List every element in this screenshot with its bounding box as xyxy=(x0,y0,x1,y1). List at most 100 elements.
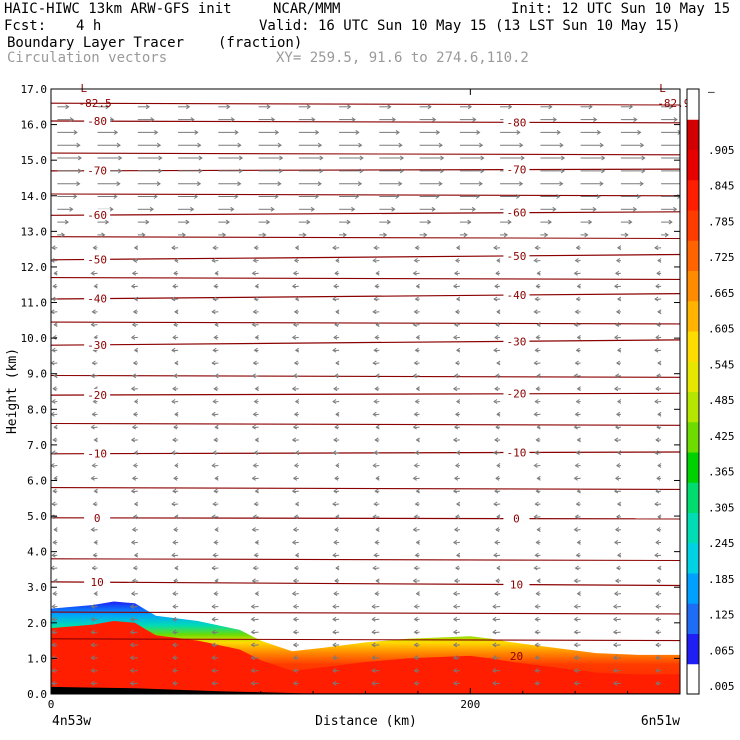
circulation-vector xyxy=(294,501,300,507)
circulation-vector xyxy=(291,437,299,443)
temperature-contour-line xyxy=(51,392,680,396)
circulation-vector xyxy=(580,142,604,148)
circulation-vector xyxy=(500,194,521,199)
circulation-vector xyxy=(614,424,621,430)
colorbar-swatch xyxy=(687,149,699,181)
circulation-vector xyxy=(573,373,581,379)
circulation-vector xyxy=(90,604,98,609)
circulation-vector xyxy=(373,245,380,251)
circulation-vector xyxy=(534,501,541,507)
circulation-vector xyxy=(374,539,380,545)
temperature-contour-line xyxy=(51,611,680,615)
circulation-vector xyxy=(613,334,621,340)
circulation-vector xyxy=(414,552,420,558)
circulation-vector xyxy=(575,296,581,302)
circulation-vector xyxy=(455,450,461,456)
circulation-vector xyxy=(333,488,340,494)
circulation-vector xyxy=(53,578,58,584)
circulation-vector xyxy=(334,424,340,430)
circulation-vector xyxy=(620,104,634,110)
circulation-vector xyxy=(613,283,621,289)
circulation-vector xyxy=(493,245,501,251)
circulation-vector xyxy=(413,360,420,366)
temperature-contour-line xyxy=(51,374,680,378)
circulation-vector xyxy=(132,411,138,417)
circulation-vector xyxy=(218,168,244,174)
circulation-vector xyxy=(536,270,541,276)
circulation-vector xyxy=(613,539,621,545)
circulation-vector xyxy=(51,501,58,507)
circulation-vector xyxy=(371,668,380,673)
circulation-vector xyxy=(335,463,340,468)
circulation-vector xyxy=(334,475,340,481)
circulation-vector xyxy=(500,142,524,148)
circulation-vector xyxy=(91,565,98,571)
circulation-vector xyxy=(496,360,501,366)
circulation-vector xyxy=(414,347,420,353)
circulation-vector xyxy=(171,501,179,507)
temperature-contour-line xyxy=(51,236,680,240)
colorbar-label: .785 xyxy=(708,216,735,229)
circulation-vector xyxy=(657,565,662,571)
circulation-vector xyxy=(536,578,541,584)
circulation-vector xyxy=(654,501,662,507)
circulation-vector xyxy=(573,475,581,481)
circulation-vector xyxy=(132,463,138,468)
circulation-vector xyxy=(657,360,662,366)
y-tick-label: 7.0 xyxy=(27,439,47,452)
circulation-vector xyxy=(129,604,138,609)
circulation-vector xyxy=(540,155,566,161)
circulation-vector xyxy=(178,194,199,199)
circulation-vector xyxy=(292,629,299,635)
circulation-vector xyxy=(254,386,259,392)
y-tick-label: 4.0 xyxy=(27,546,47,559)
circulation-vector xyxy=(580,232,589,238)
circulation-vector xyxy=(573,655,581,661)
circulation-vector xyxy=(97,194,118,199)
circulation-vector xyxy=(654,245,662,251)
circulation-vector xyxy=(335,565,340,571)
circulation-vector xyxy=(51,450,58,456)
circulation-vector xyxy=(332,616,340,622)
circulation-vector xyxy=(252,514,259,520)
circulation-vector xyxy=(90,424,98,430)
circulation-vector xyxy=(574,411,581,417)
circulation-vector xyxy=(211,642,219,648)
circulation-vector xyxy=(415,488,420,494)
circulation-vector xyxy=(298,155,324,161)
circulation-vector xyxy=(90,527,98,533)
circulation-vector xyxy=(212,399,219,404)
circulation-vector xyxy=(576,386,581,392)
circulation-vector xyxy=(137,194,158,199)
circulation-vector xyxy=(332,501,340,507)
circulation-vector xyxy=(620,232,629,238)
circulation-vector xyxy=(51,552,58,558)
temperature-contour-label: -80 xyxy=(87,115,107,128)
circulation-vector xyxy=(452,283,460,289)
circulation-vector xyxy=(178,219,190,225)
circulation-vector xyxy=(492,668,501,673)
circulation-vector xyxy=(97,104,110,110)
circulation-vector xyxy=(534,680,541,686)
circulation-vector xyxy=(137,129,159,135)
circulation-vector xyxy=(414,450,420,456)
circulation-vector xyxy=(415,334,420,340)
circulation-vector xyxy=(251,578,259,584)
circulation-vector xyxy=(373,501,380,507)
circulation-vector xyxy=(535,591,541,597)
circulation-vector xyxy=(91,411,98,417)
circulation-vector xyxy=(334,578,340,584)
circulation-vector xyxy=(655,334,662,340)
circulation-vector xyxy=(97,232,106,238)
circulation-vector xyxy=(332,604,340,609)
temperature-contour-label: -10 xyxy=(507,446,527,459)
circulation-vector xyxy=(178,142,202,148)
circulation-vector xyxy=(292,604,299,609)
circulation-vector xyxy=(93,591,98,597)
circulation-vector xyxy=(459,219,472,225)
circulation-vector xyxy=(51,347,58,353)
temperature-contour-line xyxy=(51,253,680,261)
circulation-vector xyxy=(576,437,581,443)
low-value: -82.5 xyxy=(79,97,112,110)
circulation-vector xyxy=(333,334,340,340)
